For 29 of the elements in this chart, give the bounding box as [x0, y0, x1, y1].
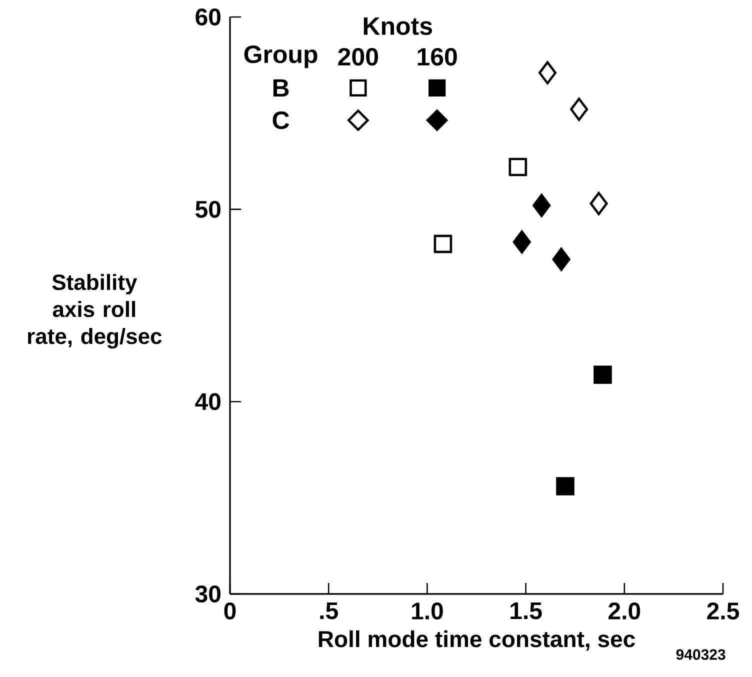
point	[532, 194, 551, 218]
point	[570, 98, 588, 121]
x-tick-label: .5	[320, 602, 338, 620]
annotation: C	[272, 111, 290, 130]
annotation: Group	[244, 45, 318, 68]
y-tick-label: 50	[196, 200, 220, 218]
x-tick-label: 1.0	[412, 602, 443, 620]
annotation: 200	[338, 48, 378, 66]
x-tick-label: 2.0	[608, 602, 640, 620]
y-tick-label: 40	[195, 393, 220, 410]
point	[594, 366, 612, 384]
point	[556, 477, 574, 496]
annotation: B	[273, 79, 289, 97]
annotation: 160	[418, 48, 457, 66]
x-axis-title: Roll mode time constant, sec	[318, 630, 635, 651]
point	[538, 61, 557, 84]
y-axis-title: Stability axis roll rate, deg/sec	[28, 274, 162, 349]
point	[512, 230, 531, 254]
point	[552, 248, 570, 271]
x-tick-label: 2.5	[707, 602, 740, 620]
y-tick-label: 60	[196, 8, 220, 26]
x-tick-label: 0	[224, 602, 236, 620]
y-tick-label: 30	[195, 585, 220, 602]
point	[508, 158, 528, 176]
point	[590, 192, 608, 216]
point	[434, 234, 452, 254]
x-tick-label: 1.5	[510, 602, 542, 620]
legend-title: Knots	[364, 17, 432, 35]
text: 940323	[676, 649, 726, 660]
